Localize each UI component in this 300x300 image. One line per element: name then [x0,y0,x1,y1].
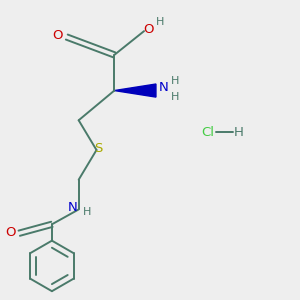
Text: O: O [143,23,154,36]
Text: H: H [156,16,164,27]
Text: H: H [170,76,179,86]
Text: H: H [83,207,91,218]
Text: N: N [158,81,168,94]
Text: Cl: Cl [202,126,214,139]
Text: O: O [52,29,63,42]
Text: H: H [170,92,179,101]
Text: S: S [94,142,102,155]
Text: N: N [68,202,77,214]
Text: O: O [5,226,16,239]
Text: H: H [234,126,244,139]
Polygon shape [114,84,156,97]
